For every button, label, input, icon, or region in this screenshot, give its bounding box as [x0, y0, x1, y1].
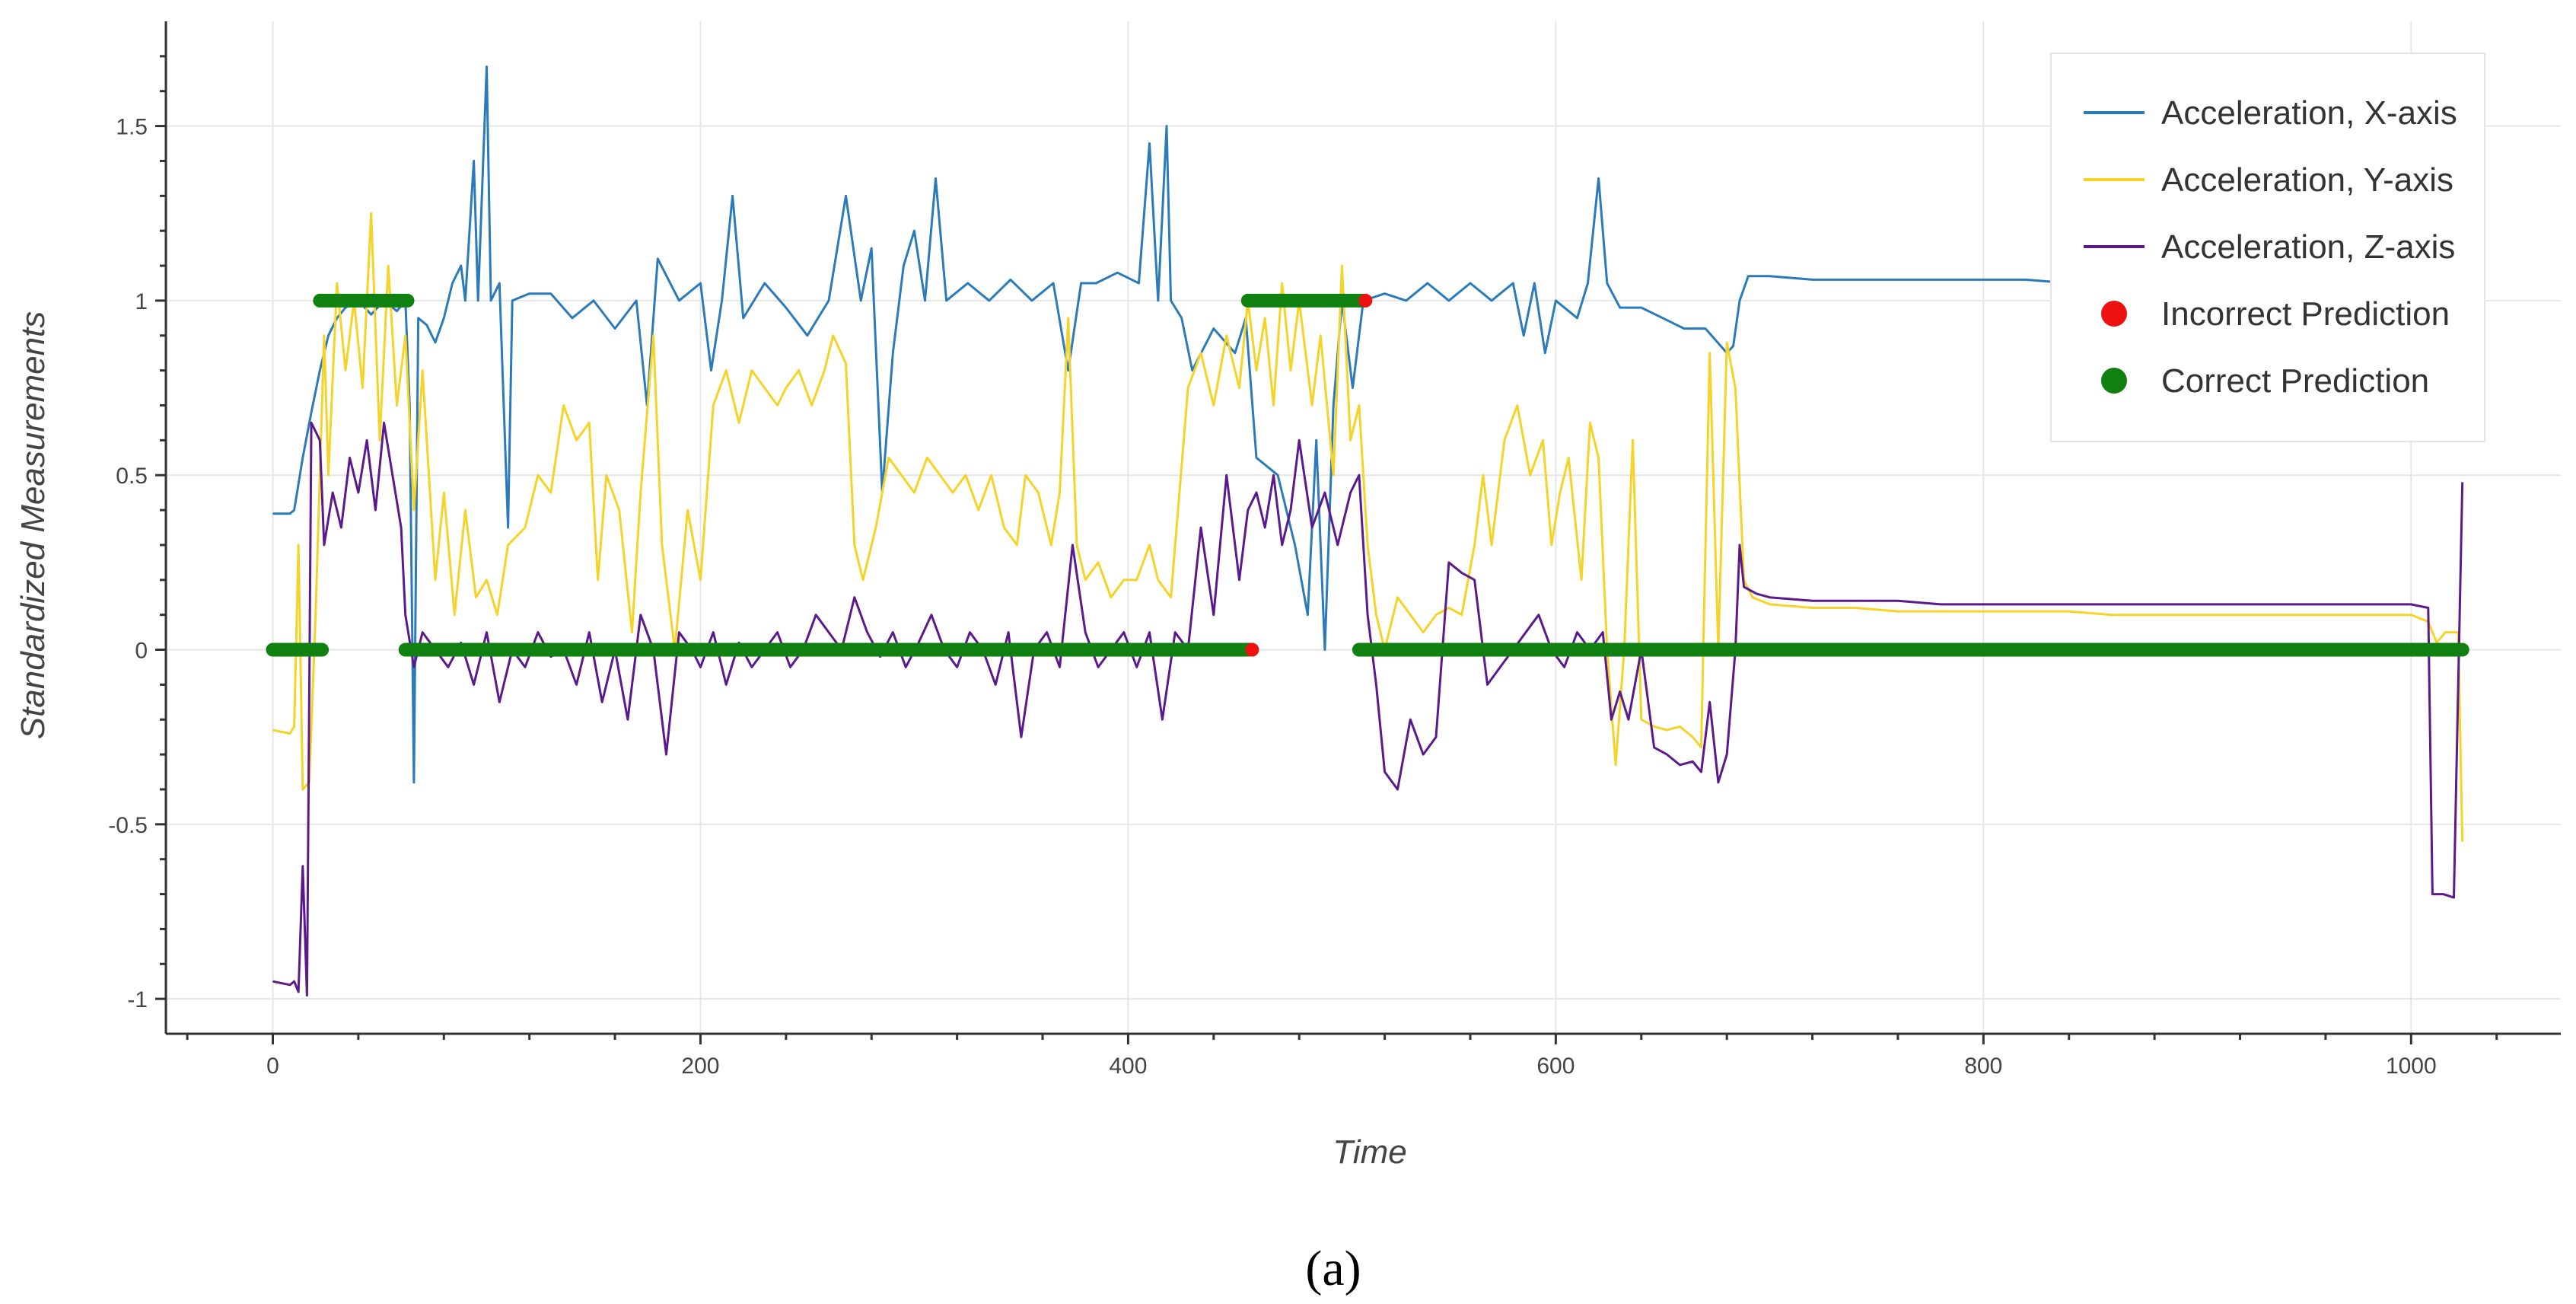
legend: Acceleration, X-axis Acceleration, Y-axi…: [2050, 53, 2485, 442]
axes: -1 -0.5 0 0.5 1 1.5 0 200 400 600 800 1000: [108, 21, 2561, 1079]
y-tick-label: 0.5: [116, 464, 148, 489]
x-tick-label: 200: [681, 1054, 719, 1079]
y-tick-label: 1.5: [116, 115, 148, 140]
incorrect-prediction-marker: [1358, 293, 1373, 308]
legend-swatch-incorrect: [2101, 301, 2127, 327]
prediction-markers: [266, 293, 2469, 657]
x-tick-label: 400: [1109, 1054, 1147, 1079]
incorrect-prediction-marker: [1245, 642, 1259, 657]
series-line-y-axis: [272, 212, 2464, 842]
series-line-x-axis: [272, 65, 2464, 784]
x-tick-label: 0: [266, 1054, 279, 1079]
legend-label-z-axis: Acceleration, Z-axis: [2161, 228, 2455, 266]
x-tick-label: 800: [1964, 1054, 2002, 1079]
y-tick-label: 0: [135, 639, 148, 664]
x-axis-title: Time: [1333, 1133, 1406, 1171]
legend-label-x-axis: Acceleration, X-axis: [2161, 94, 2457, 132]
legend-label-y-axis: Acceleration, Y-axis: [2161, 161, 2453, 199]
x-tick-label: 1000: [2386, 1054, 2437, 1079]
x-tick-label: 600: [1536, 1054, 1575, 1079]
y-tick-label: -0.5: [108, 813, 148, 838]
y-tick-label: 1: [135, 289, 148, 314]
figure-caption: (a): [1305, 1241, 1361, 1296]
y-axis-title: Standardized Measurements: [14, 311, 52, 740]
legend-label-correct: Correct Prediction: [2161, 362, 2429, 400]
y-tick-label: -1: [127, 987, 148, 1012]
legend-label-incorrect: Incorrect Prediction: [2161, 295, 2450, 333]
legend-swatch-correct: [2101, 368, 2127, 394]
